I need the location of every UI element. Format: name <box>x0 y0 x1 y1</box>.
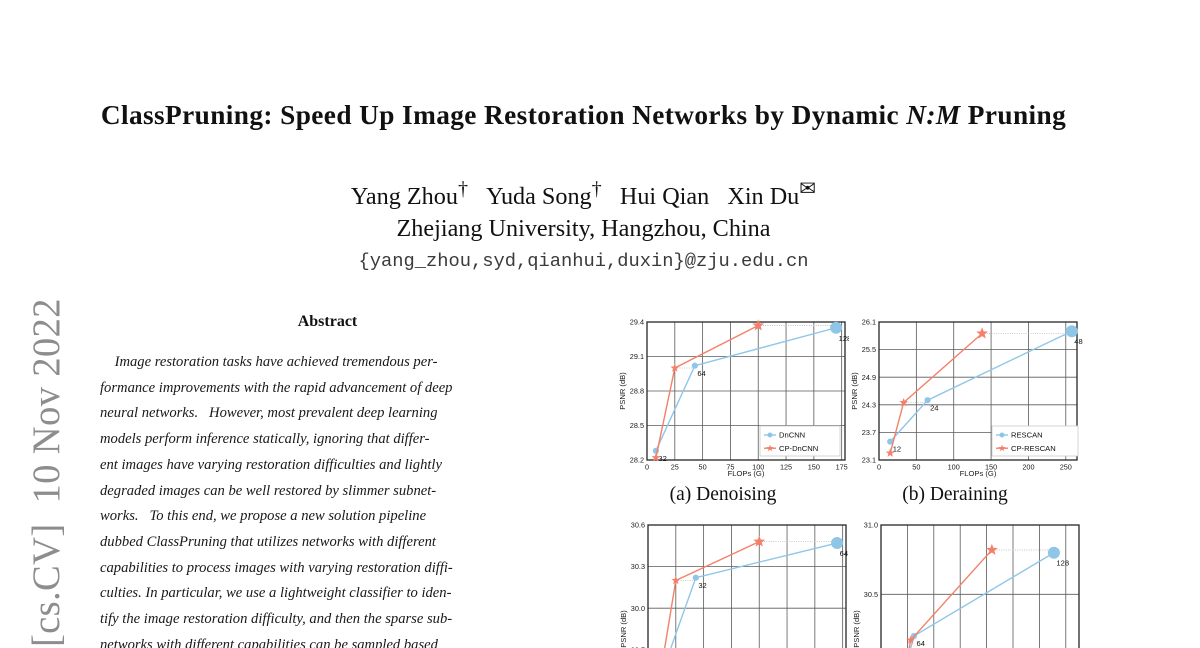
svg-text:PSNR (dB): PSNR (dB) <box>852 610 861 648</box>
svg-text:CP-RESCAN: CP-RESCAN <box>1011 444 1056 453</box>
svg-text:29.4: 29.4 <box>630 318 644 327</box>
svg-text:25.5: 25.5 <box>862 345 876 354</box>
svg-text:29.1: 29.1 <box>630 352 644 361</box>
svg-text:125: 125 <box>780 463 792 472</box>
svg-text:150: 150 <box>808 463 820 472</box>
svg-text:FLOPs (G): FLOPs (G) <box>728 469 765 478</box>
svg-text:24.3: 24.3 <box>862 400 876 409</box>
svg-text:RESCAN: RESCAN <box>1011 431 1043 440</box>
svg-text:FLOPs (G): FLOPs (G) <box>960 469 997 478</box>
svg-text:12: 12 <box>893 445 901 454</box>
svg-text:175: 175 <box>836 463 848 472</box>
svg-text:PSNR (dB): PSNR (dB) <box>850 372 859 410</box>
svg-text:64: 64 <box>697 369 705 378</box>
svg-text:48: 48 <box>1074 337 1082 346</box>
svg-text:32: 32 <box>658 454 666 463</box>
svg-text:PSNR (dB): PSNR (dB) <box>619 610 628 648</box>
svg-text:64: 64 <box>840 549 848 558</box>
svg-text:23.1: 23.1 <box>862 456 876 465</box>
svg-text:30.0: 30.0 <box>631 604 645 613</box>
svg-text:26.1: 26.1 <box>862 318 876 327</box>
svg-text:25: 25 <box>671 463 679 472</box>
svg-text:DnCNN: DnCNN <box>779 431 805 440</box>
svg-text:24.9: 24.9 <box>862 373 876 382</box>
svg-text:50: 50 <box>699 463 707 472</box>
svg-text:28.8: 28.8 <box>630 387 644 396</box>
svg-text:250: 250 <box>1060 463 1072 472</box>
svg-text:128: 128 <box>1056 559 1069 568</box>
svg-text:23.7: 23.7 <box>862 428 876 437</box>
svg-text:0: 0 <box>877 463 881 472</box>
svg-text:30.6: 30.6 <box>631 521 645 530</box>
svg-text:30.3: 30.3 <box>631 562 645 571</box>
svg-text:50: 50 <box>912 463 920 472</box>
svg-text:0: 0 <box>645 463 649 472</box>
svg-text:30.5: 30.5 <box>864 590 878 599</box>
svg-text:100: 100 <box>948 463 960 472</box>
svg-text:24: 24 <box>930 403 938 412</box>
svg-text:200: 200 <box>1022 463 1034 472</box>
svg-text:32: 32 <box>698 581 706 590</box>
svg-text:28.5: 28.5 <box>630 421 644 430</box>
svg-text:31.0: 31.0 <box>864 521 878 530</box>
svg-text:CP-DnCNN: CP-DnCNN <box>779 444 818 453</box>
svg-text:64: 64 <box>917 639 925 648</box>
svg-text:28.2: 28.2 <box>630 456 644 465</box>
svg-text:PSNR (dB): PSNR (dB) <box>618 372 627 410</box>
